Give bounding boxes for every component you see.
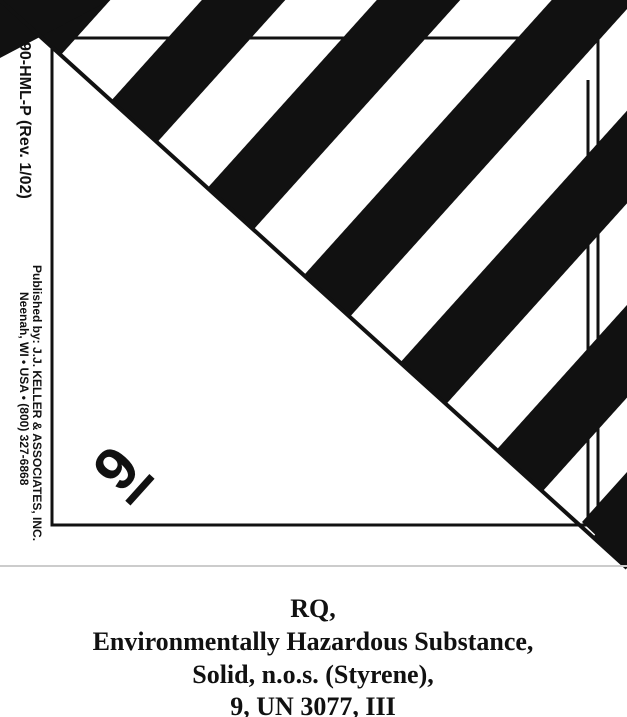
address: Neenah, WI • USA • (800) 327-6868: [17, 292, 31, 486]
corner-top-left: [0, 0, 110, 58]
frame: [50, 36, 600, 527]
publisher: Published by: J.J. KELLER & ASSOCIATES, …: [30, 265, 44, 541]
class-underline: [125, 474, 155, 506]
caption-line: Environmentally Hazardous Substance,: [93, 627, 534, 656]
caption-line: 9, UN 3077, III: [230, 692, 395, 717]
form-number: 90-HML-P (Rev. 1/02): [16, 42, 33, 199]
corner-bottom-right: [582, 472, 627, 565]
caption-line: Solid, n.o.s. (Styrene),: [192, 660, 434, 689]
diagonal: [0, 0, 627, 570]
caption-line: RQ,: [290, 594, 336, 623]
